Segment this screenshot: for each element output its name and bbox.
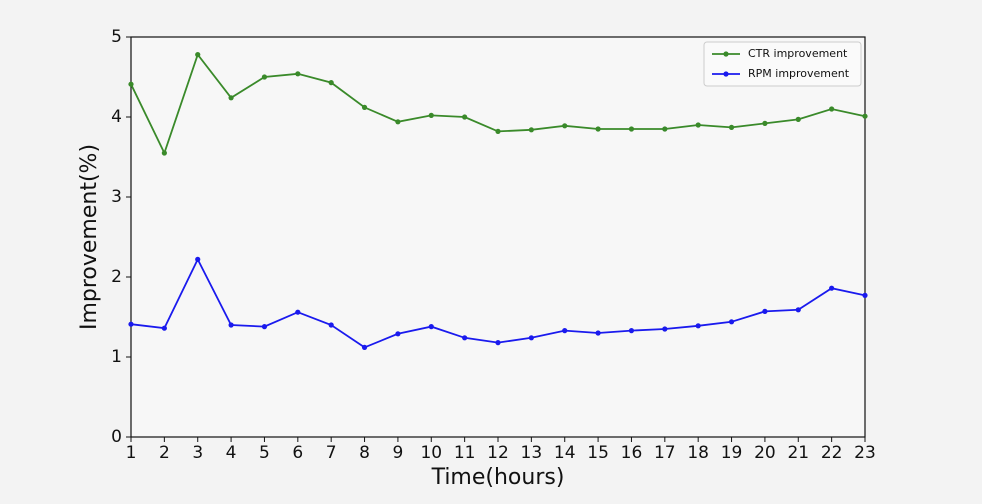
data-point xyxy=(829,285,835,291)
data-point xyxy=(228,95,234,101)
data-point xyxy=(662,126,668,132)
x-axis-label: Time(hours) xyxy=(431,465,565,490)
data-point xyxy=(328,322,334,328)
legend-marker xyxy=(723,71,729,77)
data-point xyxy=(862,113,868,119)
data-point xyxy=(628,328,635,334)
plot-area xyxy=(130,36,866,438)
y-tick-label: 4 xyxy=(111,107,122,127)
y-tick-label: 1 xyxy=(111,347,122,367)
data-point xyxy=(829,106,835,112)
data-point xyxy=(328,80,334,86)
data-point xyxy=(228,322,234,328)
data-point xyxy=(795,116,801,122)
data-point xyxy=(695,122,701,128)
x-tick-label: 20 xyxy=(754,443,776,463)
x-tick-label: 14 xyxy=(554,443,576,463)
x-tick-label: 8 xyxy=(359,443,370,463)
x-tick-label: 18 xyxy=(687,443,709,463)
data-point xyxy=(862,292,868,298)
x-tick-label: 5 xyxy=(259,443,270,463)
x-tick-label: 23 xyxy=(854,443,876,463)
data-point xyxy=(462,114,468,120)
legend-label: CTR improvement xyxy=(748,47,848,60)
x-tick-label: 7 xyxy=(326,443,337,463)
data-point xyxy=(295,71,301,77)
x-tick-label: 16 xyxy=(621,443,643,463)
data-point xyxy=(361,344,368,350)
x-tick-label: 1 xyxy=(126,443,137,463)
x-tick-label: 17 xyxy=(654,443,676,463)
data-point xyxy=(195,256,201,262)
data-point xyxy=(395,119,401,125)
data-point xyxy=(428,112,434,118)
y-tick-label: 5 xyxy=(111,27,122,47)
data-point xyxy=(495,128,501,134)
data-point xyxy=(728,319,735,325)
y-axis-label: Improvement(%) xyxy=(77,144,102,330)
x-tick-label: 9 xyxy=(392,443,403,463)
legend-marker xyxy=(723,51,729,57)
data-point xyxy=(728,124,735,130)
x-tick-label: 21 xyxy=(787,443,809,463)
data-point xyxy=(662,326,668,332)
data-point xyxy=(128,321,134,327)
x-tick-label: 10 xyxy=(420,443,442,463)
data-point xyxy=(161,150,167,156)
x-tick-label: 3 xyxy=(192,443,203,463)
x-tick-label: 11 xyxy=(454,443,476,463)
x-tick-label: 2 xyxy=(159,443,170,463)
y-tick-label: 3 xyxy=(111,187,122,207)
data-point xyxy=(195,52,201,58)
data-point xyxy=(428,324,434,330)
data-point xyxy=(595,330,601,336)
data-point xyxy=(361,104,368,110)
data-point xyxy=(395,331,401,337)
data-point xyxy=(795,307,801,313)
x-tick-label: 22 xyxy=(821,443,843,463)
data-point xyxy=(528,335,534,341)
data-point xyxy=(528,127,534,133)
x-tick-label: 15 xyxy=(587,443,609,463)
data-point xyxy=(128,81,134,87)
data-point xyxy=(762,120,768,126)
legend-label: RPM improvement xyxy=(748,67,850,80)
data-point xyxy=(462,335,468,341)
x-tick-label: 13 xyxy=(521,443,543,463)
data-point xyxy=(295,309,301,315)
data-point xyxy=(562,328,568,334)
y-tick-label: 0 xyxy=(111,427,122,447)
data-point xyxy=(695,323,701,329)
data-point xyxy=(261,74,268,80)
data-point xyxy=(495,340,501,346)
data-point xyxy=(562,123,568,129)
y-tick-label: 2 xyxy=(111,267,122,287)
legend-box xyxy=(703,41,862,87)
data-point xyxy=(261,324,268,330)
data-point xyxy=(628,126,635,132)
data-point xyxy=(595,126,601,132)
x-tick-label: 19 xyxy=(721,443,743,463)
x-tick-label: 4 xyxy=(226,443,237,463)
data-point xyxy=(161,325,167,331)
x-tick-label: 6 xyxy=(292,443,303,463)
x-tick-label: 12 xyxy=(487,443,509,463)
data-point xyxy=(762,308,768,314)
